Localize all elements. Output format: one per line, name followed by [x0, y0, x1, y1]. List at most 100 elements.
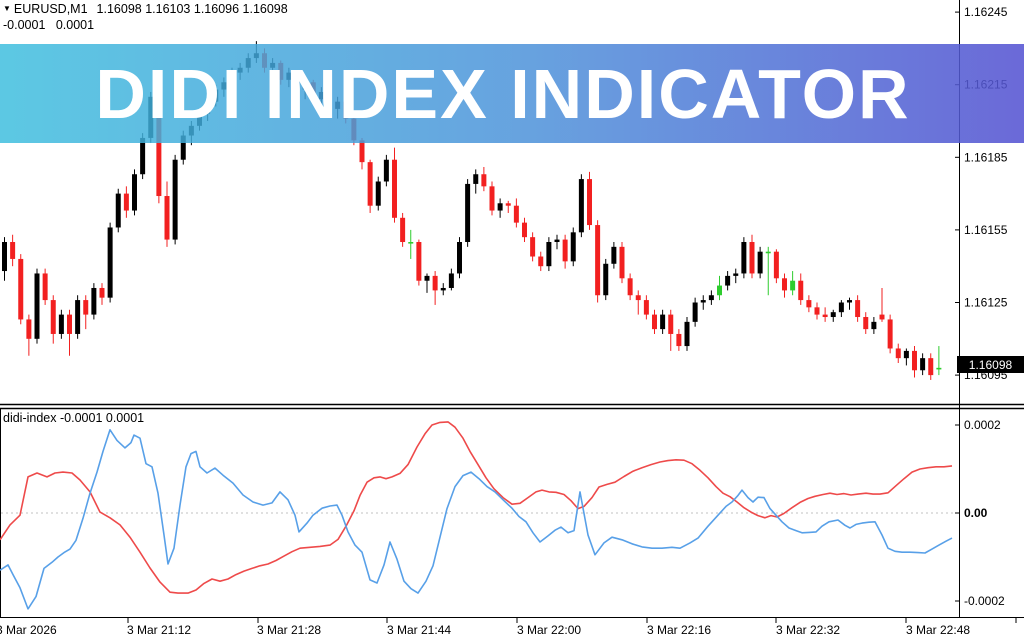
candle-body — [392, 159, 397, 218]
candle-body — [903, 350, 909, 359]
banner-title: DIDI INDEX INDICATOR — [95, 54, 911, 133]
candle-body — [627, 278, 633, 296]
candle-body — [34, 273, 40, 339]
price-tick-label: 1.16155 — [964, 223, 1008, 237]
candle-body — [562, 239, 568, 262]
time-tick-label: 3 Mar 22:16 — [647, 623, 711, 637]
candle-body — [75, 300, 81, 334]
candle-body — [749, 242, 755, 274]
candle-body — [838, 302, 844, 313]
candle-body — [798, 280, 804, 301]
candle-body — [773, 251, 779, 279]
candle-body — [489, 186, 495, 211]
candle-body — [416, 242, 422, 281]
candle-body — [156, 96, 162, 197]
candle-body — [164, 196, 170, 240]
didi-index-banner: DIDI INDEX INDICATOR — [0, 44, 1024, 143]
candle-body — [587, 179, 592, 226]
time-tick-label: 3 Mar 21:28 — [257, 623, 321, 637]
candle-body — [440, 287, 446, 291]
price-tick-label: 1.16185 — [964, 150, 1008, 164]
candle-body — [912, 350, 917, 371]
candle-body — [611, 246, 617, 264]
time-tick-label: 3 Mar 22:48 — [906, 623, 970, 637]
indicator-name: didi-index — [3, 411, 57, 425]
candle-body — [668, 314, 674, 334]
time-tick-label: 3 Mar 22:00 — [517, 623, 581, 637]
candle-body — [18, 258, 24, 320]
candle-body — [26, 319, 32, 339]
candle-body — [383, 159, 389, 182]
candle-body — [830, 312, 836, 318]
candle-body — [497, 203, 503, 211]
candle-body — [920, 358, 926, 371]
symbol-label: EURUSD,M1 — [13, 2, 88, 16]
didi-index-red-line — [0, 421, 953, 594]
indicator-values: -0.0001 0.0001 — [60, 411, 145, 425]
candle-body — [725, 275, 731, 286]
candle-body — [806, 300, 812, 308]
candle-body — [530, 237, 536, 257]
candle-body — [895, 348, 901, 359]
candle-body — [408, 242, 414, 244]
candle-body — [887, 319, 893, 349]
candle-body — [708, 295, 714, 301]
indicator-header-values: -0.0001 0.0001 — [3, 18, 95, 32]
candle-body — [782, 278, 787, 291]
candle-body — [676, 333, 682, 347]
candle-body — [741, 242, 747, 274]
candle-body — [465, 183, 471, 242]
candle-body — [180, 135, 186, 160]
candle-body — [42, 273, 48, 301]
candle-body — [83, 300, 89, 315]
candle-body — [481, 174, 487, 187]
candle-body — [67, 314, 72, 334]
price-tick-label: 1.16125 — [964, 296, 1008, 310]
candle-body — [473, 174, 479, 184]
time-tick-label: 3 Mar 2026 — [0, 623, 57, 637]
current-price-tag: 1.16098 — [957, 356, 1024, 373]
candle-body — [115, 193, 121, 228]
panel-separator[interactable] — [0, 403, 1024, 410]
candle-body — [10, 242, 16, 259]
time-tick-label: 3 Mar 21:44 — [387, 623, 451, 637]
candle-body — [863, 317, 869, 330]
candle-body — [822, 314, 828, 318]
candle-body — [448, 273, 454, 288]
time-tick-label: 3 Mar 22:32 — [776, 623, 840, 637]
candle-body — [505, 203, 511, 206]
candle-body — [522, 222, 527, 238]
symbol-dropdown-icon[interactable]: ▼ — [3, 4, 11, 13]
candle-body — [660, 314, 666, 330]
indicator-axis-label: 0.0002 — [964, 418, 1001, 432]
ohlc-values: 1.16098 1.16103 1.16096 1.16098 — [96, 2, 288, 16]
time-axis[interactable]: 3 Mar 2026 3 Mar 21:12 3 Mar 21:28 3 Mar 21… — [0, 617, 1024, 638]
candle-body — [367, 162, 373, 206]
candle-body — [928, 358, 934, 376]
candle-body — [879, 314, 885, 320]
candle-body — [692, 302, 698, 322]
indicator-label: didi-index -0.0001 0.0001 — [3, 411, 144, 425]
time-tick-label: 3 Mar 21:12 — [127, 623, 191, 637]
candle-body — [847, 300, 852, 303]
candle-body — [140, 137, 146, 175]
indicator-axis-label: 0.00 — [964, 506, 988, 520]
candle-body — [855, 300, 861, 318]
candle-body — [359, 140, 365, 163]
indicator-panel: 0.0002 0.00 -0.0002 — [0, 408, 1005, 618]
candle-body — [595, 225, 601, 296]
candle-body — [578, 179, 584, 233]
candle-body — [58, 314, 64, 334]
candle-body — [635, 295, 641, 301]
candle-body — [132, 174, 137, 211]
price-tick-label: 1.16245 — [964, 5, 1008, 19]
candle-body — [733, 273, 739, 276]
candle-body — [432, 275, 438, 291]
candle-body — [457, 242, 462, 274]
candle-body — [757, 251, 763, 274]
candle-body — [123, 193, 129, 211]
candle-body — [871, 321, 877, 330]
candle-body — [814, 307, 820, 315]
candle-body — [538, 256, 544, 267]
candle-body — [643, 300, 649, 315]
